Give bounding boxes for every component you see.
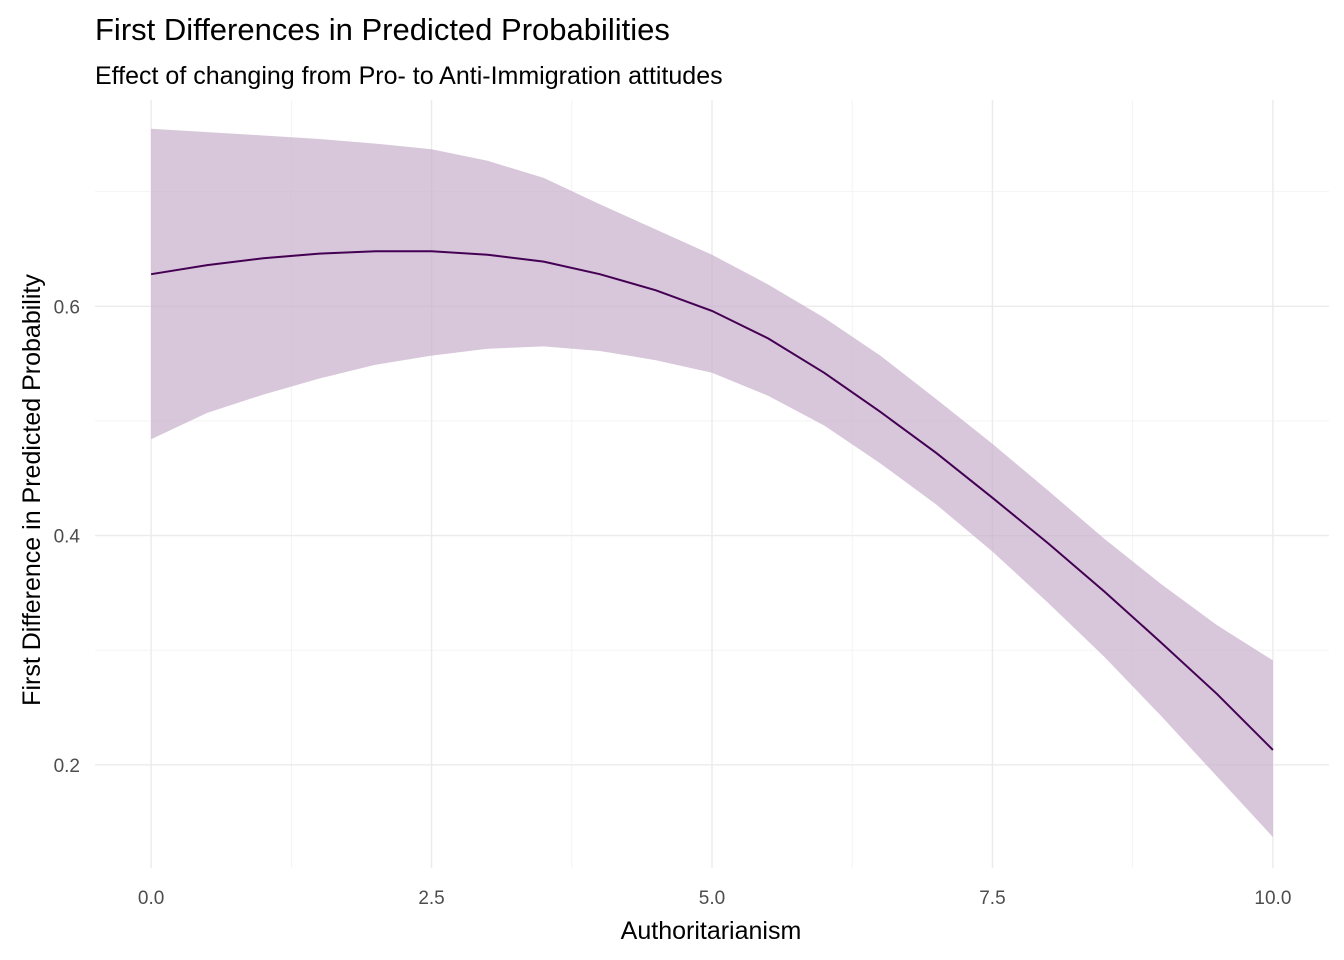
estimate-line bbox=[150, 250, 1274, 751]
confidence-band-layer bbox=[151, 128, 1273, 838]
y-tick-label: 0.2 bbox=[54, 756, 80, 777]
x-axis-ticks: 0.0 2.5 5.0 7.5 10.0 bbox=[138, 888, 1292, 909]
x-tick-label: 0.0 bbox=[138, 888, 164, 909]
chart-title: First Differences in Predicted Probabili… bbox=[95, 12, 670, 47]
grid bbox=[95, 100, 1329, 868]
line-layer bbox=[150, 250, 1274, 751]
x-tick-label: 10.0 bbox=[1254, 888, 1291, 909]
y-axis-ticks: 0.2 0.4 0.6 bbox=[54, 297, 81, 777]
y-axis-title: First Difference in Predicted Probabilit… bbox=[18, 274, 46, 706]
chart-subtitle: Effect of changing from Pro- to Anti-Imm… bbox=[95, 62, 723, 90]
y-tick-label: 0.6 bbox=[54, 297, 80, 318]
x-axis-title: Authoritarianism bbox=[621, 917, 802, 945]
confidence-ribbon bbox=[151, 128, 1273, 838]
x-tick-label: 2.5 bbox=[418, 888, 444, 909]
x-tick-label: 5.0 bbox=[699, 888, 725, 909]
y-tick-label: 0.4 bbox=[54, 527, 81, 548]
x-tick-label: 7.5 bbox=[979, 888, 1005, 909]
